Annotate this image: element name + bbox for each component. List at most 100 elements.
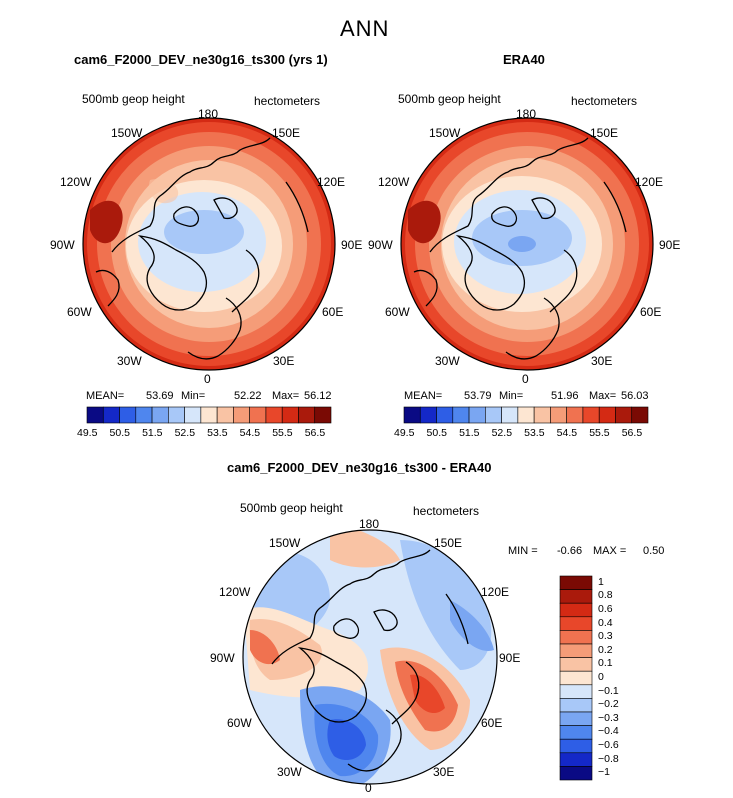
- colorbar-swatch: [615, 406, 633, 424]
- colorbar-swatch: [200, 406, 218, 424]
- colorbar-obs: [403, 406, 649, 424]
- colorbar-tick-label: 0.2: [598, 643, 613, 656]
- colorbar-tick-label: 56.5: [304, 427, 326, 439]
- polar-map-obs: [400, 117, 654, 371]
- units-label-model: hectometers: [254, 94, 321, 108]
- colorbar-tick-label: 0: [598, 671, 604, 683]
- lon-label-30e: 30E: [433, 765, 455, 779]
- colorbar-swatch: [119, 406, 137, 424]
- colorbar-tick-label: 0.6: [598, 603, 613, 615]
- colorbar-tick-label: −0.8: [598, 752, 619, 765]
- colorbar-tick-label: 0.4: [598, 616, 613, 629]
- lon-label-0: 0: [204, 372, 211, 386]
- colorbar-tick-label: 0.3: [598, 630, 613, 643]
- variable-label-model: 500mb geop height: [82, 92, 185, 106]
- colorbar-swatch: [249, 406, 267, 424]
- stats-min-label: MIN =: [508, 545, 538, 557]
- colorbar-tick-label: −0.3: [598, 711, 619, 724]
- lon-label-0: 0: [365, 781, 372, 795]
- colorbar-swatch: [485, 406, 502, 424]
- stats-min-label: Min=: [499, 390, 524, 402]
- lon-label-120e: 120E: [635, 175, 664, 189]
- panel-title-obs: ERA40: [503, 52, 545, 67]
- colorbar-tick-label: −0.1: [598, 684, 619, 697]
- stats-min-label: Min=: [181, 390, 206, 402]
- colorbar-tick-label: 50.5: [426, 427, 447, 439]
- colorbar-swatch: [559, 670, 593, 686]
- colorbar-swatch: [550, 406, 567, 424]
- colorbar-tick-label: −1: [598, 766, 610, 779]
- colorbar-tick-label: −0.4: [598, 725, 619, 738]
- figure-suptitle: ANN: [340, 16, 390, 41]
- variable-label-diff: 500mb geop height: [240, 501, 343, 515]
- lon-label-60e: 60E: [322, 305, 344, 319]
- colorbar-swatch: [216, 406, 234, 424]
- colorbar-tick-label: 0.8: [598, 589, 613, 602]
- colorbar-tick-label: 56.5: [621, 427, 643, 439]
- colorbar-swatch: [559, 643, 593, 658]
- lon-label-60w: 60W: [385, 305, 410, 319]
- colorbar-swatch: [314, 406, 332, 424]
- colorbar-swatch: [102, 406, 120, 424]
- lon-label-120w: 120W: [219, 585, 251, 599]
- colorbar-swatch: [86, 406, 104, 424]
- colorbar-tick-label: 49.5: [77, 427, 98, 439]
- colorbar-swatch: [265, 406, 283, 424]
- colorbar-tick-label: 55.5: [272, 427, 293, 439]
- colorbar-swatch: [403, 406, 421, 424]
- lon-label-90e: 90E: [659, 238, 681, 252]
- lon-label-120w: 120W: [60, 175, 92, 189]
- lon-label-120e: 120E: [481, 585, 510, 599]
- lon-label-150e: 150E: [590, 126, 619, 140]
- lon-label-120e: 120E: [317, 175, 346, 189]
- colorbar-swatch: [559, 752, 593, 767]
- lon-label-120w: 120W: [378, 175, 410, 189]
- colorbar-swatch: [559, 766, 593, 781]
- lon-label-150w: 150W: [269, 536, 301, 550]
- colorbar-tick-label: 53.5: [207, 427, 228, 439]
- colorbar-swatch: [298, 406, 316, 424]
- colorbar-swatch: [419, 406, 437, 424]
- colorbar-swatch: [559, 684, 593, 699]
- stats-min-value: -0.66: [557, 545, 583, 557]
- colorbar-tick-label: −0.6: [598, 739, 619, 751]
- panel-title-model: cam6_F2000_DEV_ne30g16_ts300 (yrs 1): [74, 52, 328, 67]
- lon-label-180: 180: [516, 107, 537, 121]
- lon-label-30w: 30W: [117, 354, 142, 368]
- colorbar-swatch: [559, 630, 593, 645]
- panel-title-diff: cam6_F2000_DEV_ne30g16_ts300 - ERA40: [227, 460, 492, 475]
- stats-max-value: 0.50: [643, 545, 665, 557]
- colorbar-swatch: [559, 575, 593, 590]
- colorbar-swatch: [559, 616, 593, 631]
- colorbar-swatch: [559, 738, 593, 754]
- colorbar-tick-label: 52.5: [491, 427, 513, 439]
- colorbar-swatch: [533, 406, 551, 424]
- colorbar-swatch: [135, 406, 153, 424]
- lon-label-90w: 90W: [50, 238, 75, 252]
- colorbar-swatch: [452, 406, 470, 424]
- units-label-diff: hectometers: [413, 504, 480, 518]
- colorbar-swatch: [168, 406, 185, 424]
- colorbar-swatch: [281, 406, 299, 424]
- colorbar-swatch: [582, 406, 600, 424]
- colorbar-swatch: [566, 406, 584, 424]
- polar-map-diff: [242, 529, 498, 785]
- stats-max-value: 56.12: [304, 390, 332, 402]
- lon-label-60e: 60E: [640, 305, 662, 319]
- colorbar-swatch: [233, 406, 250, 424]
- colorbar-tick-label: 54.5: [239, 427, 261, 439]
- colorbar-swatch: [559, 602, 593, 618]
- colorbar-swatch: [468, 406, 486, 424]
- lon-label-90w: 90W: [210, 651, 235, 665]
- lon-label-30e: 30E: [591, 354, 613, 368]
- colorbar-tick-label: 55.5: [589, 427, 610, 439]
- lon-label-30w: 30W: [277, 765, 302, 779]
- colorbar-swatch: [631, 406, 649, 424]
- colorbar-tick-label: −0.2: [598, 698, 619, 711]
- units-label-obs: hectometers: [571, 94, 638, 108]
- lon-label-60e: 60E: [481, 716, 503, 730]
- colorbar-swatch: [559, 657, 593, 672]
- lon-label-150e: 150E: [272, 126, 301, 140]
- lon-label-90w: 90W: [368, 238, 393, 252]
